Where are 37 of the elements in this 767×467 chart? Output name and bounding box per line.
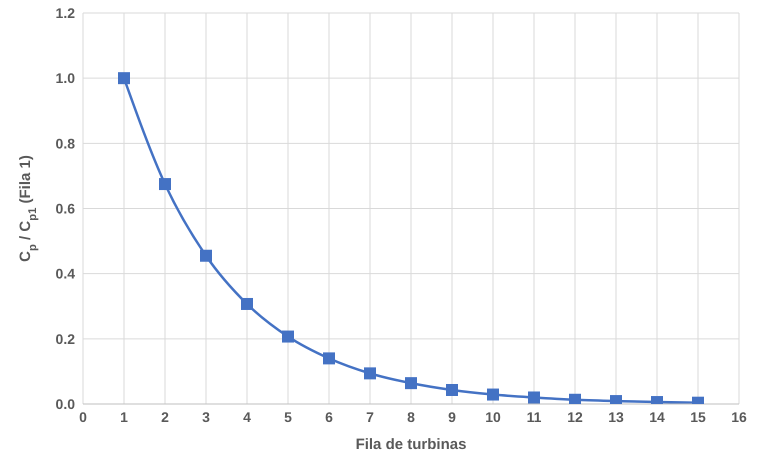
- point: [487, 388, 499, 401]
- x-tick-label: 4: [243, 408, 252, 425]
- x-tick-label: 10: [485, 408, 501, 425]
- y-tick-label: 0.2: [56, 330, 76, 347]
- x-tick-label: 9: [448, 408, 456, 425]
- point: [323, 352, 335, 364]
- y-tick-label: 1.0: [56, 70, 76, 86]
- point: [159, 178, 171, 190]
- x-tick-label: 0: [79, 408, 88, 425]
- point: [446, 384, 458, 396]
- x-tick-label: 5: [284, 408, 292, 425]
- y-tick-label: 0.8: [56, 135, 76, 152]
- y-tick-label: 1.2: [56, 4, 76, 21]
- x-tick-label: 3: [202, 408, 210, 425]
- x-tick-label: 16: [731, 408, 747, 425]
- point: [405, 377, 417, 390]
- point: [241, 298, 253, 310]
- x-tick-label: 1: [120, 408, 128, 425]
- x-tick-label: 14: [649, 408, 665, 425]
- x-tick-label: 12: [567, 408, 583, 425]
- x-tick-label: 13: [608, 408, 624, 425]
- point: [200, 250, 212, 262]
- y-tick-label: 0.4: [56, 266, 76, 282]
- x-tick-label: 2: [161, 408, 170, 425]
- x-tick-label: 15: [690, 408, 706, 425]
- x-axis-title: Fila de turbinas: [356, 436, 466, 453]
- y-tick-label: 0.0: [56, 396, 76, 412]
- x-tick-label: 7: [366, 408, 374, 425]
- x-tick-label: 11: [526, 408, 542, 425]
- y-tick-label: 0.6: [56, 200, 76, 216]
- point: [528, 391, 540, 404]
- x-tick-label: 6: [325, 408, 334, 425]
- point: [282, 330, 294, 343]
- point: [569, 394, 581, 404]
- point: [118, 72, 130, 84]
- point: [364, 367, 376, 380]
- x-tick-label: 8: [407, 408, 416, 425]
